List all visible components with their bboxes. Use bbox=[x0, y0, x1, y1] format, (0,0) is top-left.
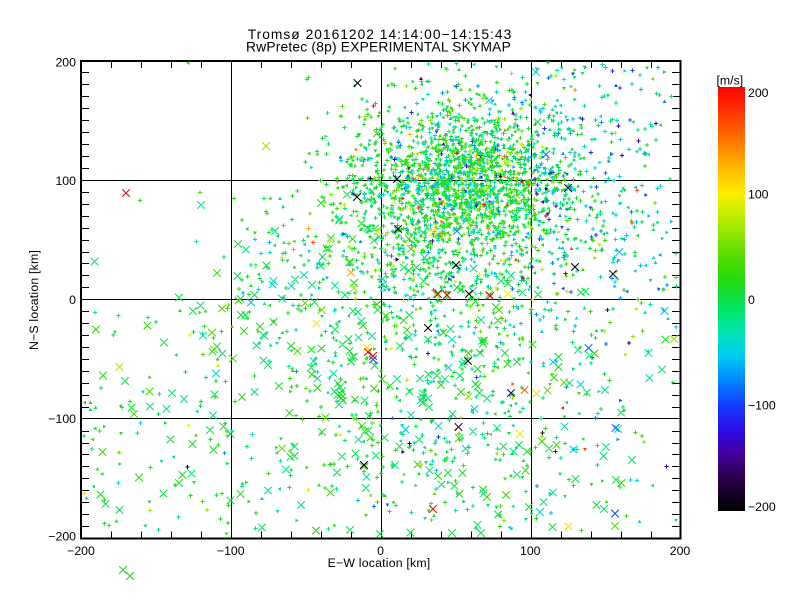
svg-text:E−W location [km]: E−W location [km] bbox=[328, 556, 431, 570]
svg-text:−200: −200 bbox=[67, 544, 95, 558]
svg-text:RwPretec (8p) EXPERIMENTAL SKY: RwPretec (8p) EXPERIMENTAL SKYMAP bbox=[246, 40, 511, 55]
svg-text:200: 200 bbox=[55, 56, 76, 70]
svg-text:−100: −100 bbox=[48, 412, 76, 426]
svg-text:100: 100 bbox=[748, 188, 769, 202]
svg-text:−100: −100 bbox=[217, 544, 245, 558]
svg-text:0: 0 bbox=[377, 544, 384, 558]
svg-text:N−S location [km]: N−S location [km] bbox=[27, 250, 41, 350]
svg-text:[m/s]: [m/s] bbox=[717, 74, 744, 88]
svg-text:Tromsø 20161202 14:14:00−14:15: Tromsø 20161202 14:14:00−14:15:43 bbox=[248, 27, 513, 42]
svg-text:100: 100 bbox=[520, 544, 541, 558]
svg-text:−200: −200 bbox=[748, 500, 776, 514]
svg-text:−100: −100 bbox=[748, 399, 776, 413]
svg-text:−200: −200 bbox=[48, 530, 76, 544]
svg-text:0: 0 bbox=[69, 293, 76, 307]
svg-text:200: 200 bbox=[748, 86, 769, 100]
svg-text:0: 0 bbox=[748, 293, 755, 307]
svg-text:100: 100 bbox=[55, 174, 76, 188]
svg-text:200: 200 bbox=[670, 544, 691, 558]
